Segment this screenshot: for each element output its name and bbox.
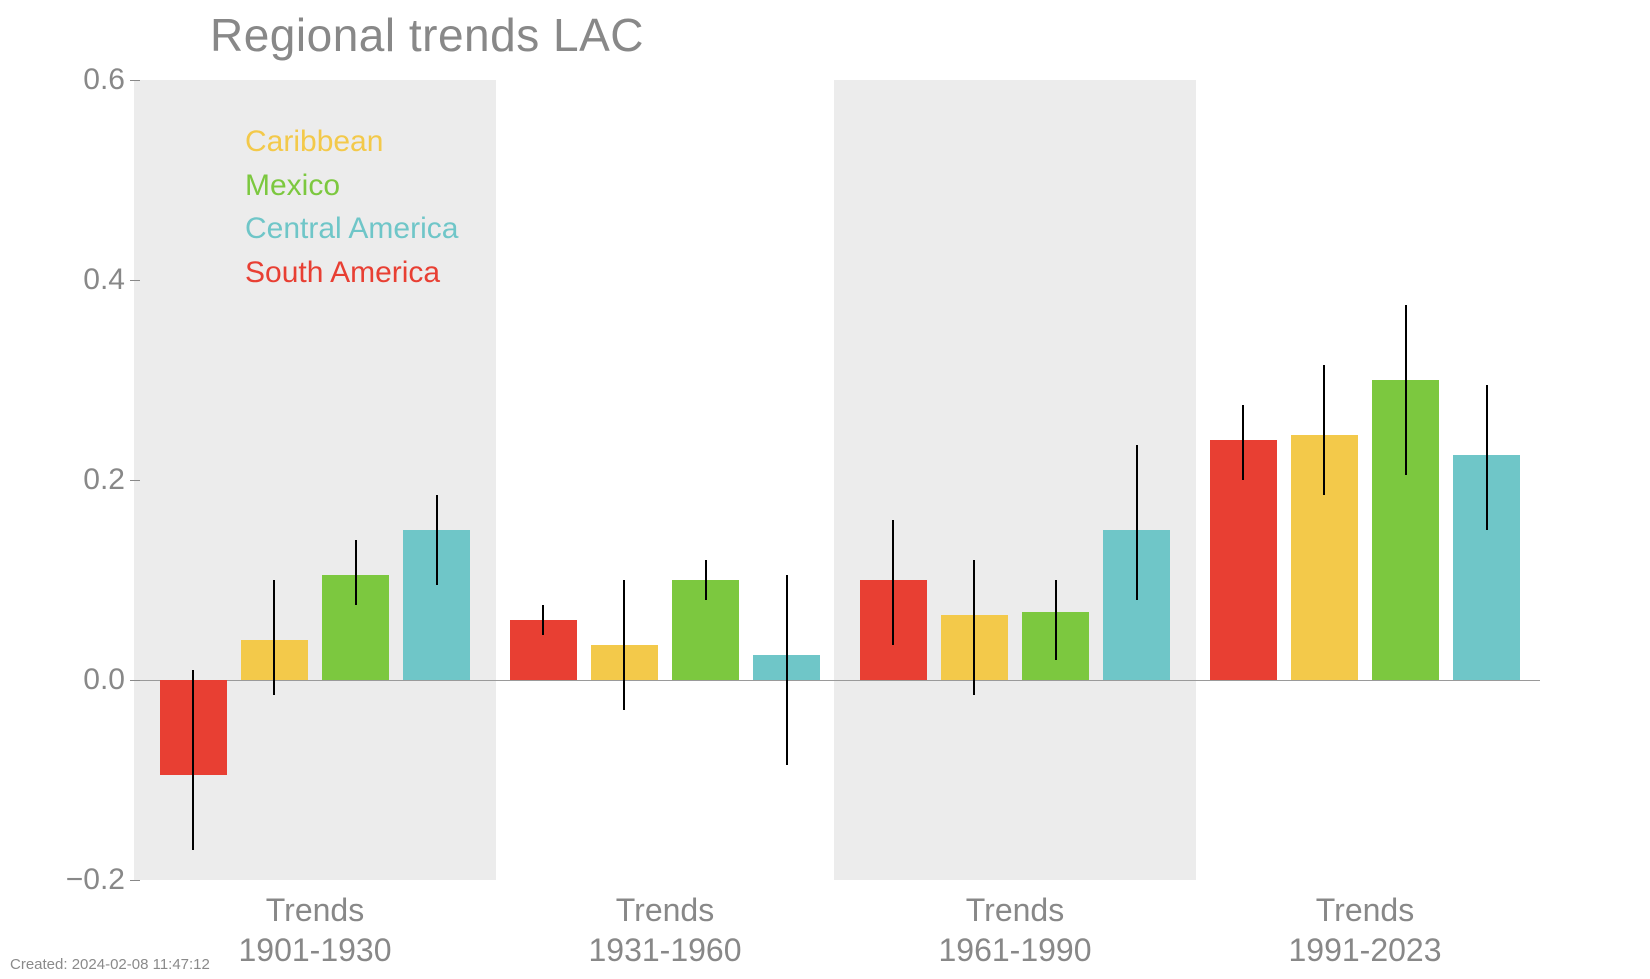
y-tick-mark (130, 880, 140, 881)
y-tick-label: −0.2 (5, 863, 125, 897)
x-tick-line2: 1961-1990 (865, 930, 1165, 970)
zero-baseline (140, 680, 1540, 681)
x-tick-label: Trends1991-2023 (1215, 890, 1515, 970)
error-bar (623, 580, 625, 710)
x-tick-label: Trends1901-1930 (165, 890, 465, 970)
x-tick-line1: Trends (865, 890, 1165, 930)
error-bar (355, 540, 357, 605)
error-bar (192, 670, 194, 850)
error-bar (1486, 385, 1488, 530)
y-tick-mark (130, 80, 140, 81)
x-tick-label: Trends1931-1960 (515, 890, 815, 970)
error-bar (705, 560, 707, 600)
x-tick-line2: 1991-2023 (1215, 930, 1515, 970)
error-bar (786, 575, 788, 765)
x-tick-line1: Trends (1215, 890, 1515, 930)
y-tick-mark (130, 680, 140, 681)
x-tick-label: Trends1961-1990 (865, 890, 1165, 970)
error-bar (273, 580, 275, 695)
legend: CaribbeanMexicoCentral AmericaSouth Amer… (245, 120, 458, 294)
x-tick-line2: 1901-1930 (165, 930, 465, 970)
chart-container: Regional trends LAC Created: 2024-02-08 … (0, 0, 1650, 979)
y-tick-label: 0.6 (5, 63, 125, 97)
error-bar (1055, 580, 1057, 660)
y-tick-label: 0.4 (5, 263, 125, 297)
x-tick-line1: Trends (165, 890, 465, 930)
y-tick-label: 0.2 (5, 463, 125, 497)
error-bar (1323, 365, 1325, 495)
plot-area: Trend (°C/decade) −0.20.00.20.40.6Trends… (140, 80, 1540, 880)
chart-title: Regional trends LAC (210, 8, 644, 62)
error-bar (1136, 445, 1138, 600)
legend-item: Central America (245, 207, 458, 251)
y-tick-mark (130, 280, 140, 281)
error-bar (892, 520, 894, 645)
error-bar (1242, 405, 1244, 480)
x-tick-line2: 1931-1960 (515, 930, 815, 970)
error-bar (1405, 305, 1407, 475)
y-tick-mark (130, 480, 140, 481)
legend-item: South America (245, 251, 458, 295)
legend-item: Mexico (245, 164, 458, 208)
y-tick-label: 0.0 (5, 663, 125, 697)
error-bar (542, 605, 544, 635)
legend-item: Caribbean (245, 120, 458, 164)
error-bar (973, 560, 975, 695)
error-bar (436, 495, 438, 585)
background-band (834, 80, 1195, 880)
x-tick-line1: Trends (515, 890, 815, 930)
